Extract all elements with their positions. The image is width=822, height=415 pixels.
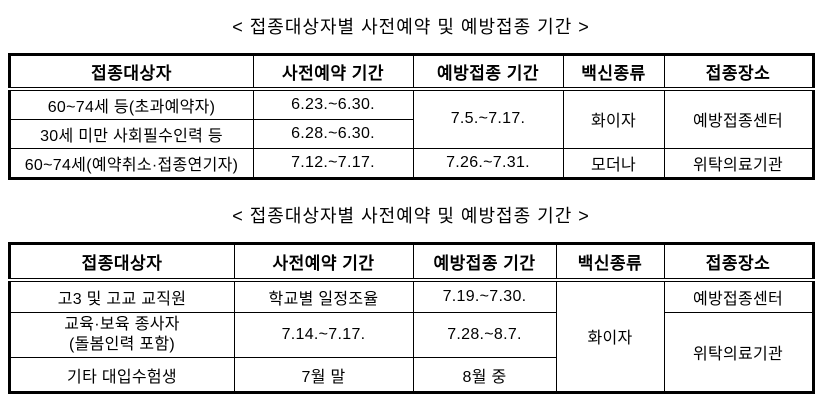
table2-header-row: 접종대상자 사전예약 기간 예방접종 기간 백신종류 접종장소 — [8, 243, 814, 282]
cell-reserve-period: 학교별 일정조율 — [233, 279, 414, 313]
cell-vaccination-period: 7.28.~8.7. — [412, 312, 557, 358]
table2-header-vaccine-type: 백신종류 — [555, 243, 665, 282]
cell-target: 30세 미만 사회필수인력 등 — [8, 119, 254, 149]
cell-reserve-period: 7.12.~7.17. — [252, 148, 414, 179]
cell-reserve-period: 7월 말 — [233, 357, 414, 393]
cell-place: 예방접종센터 — [663, 279, 814, 313]
table2-title: < 접종대상자별 사전예약 및 예방접종 기간 > — [232, 206, 590, 226]
table1-row-2: 30세 미만 사회필수인력 등 6.28.~6.30. — [8, 119, 813, 149]
section-upper: < 접종대상자별 사전예약 및 예방접종 기간 > 접종대상자 사전예약 기간 … — [0, 0, 822, 180]
cell-target-line2: (돌봄인력 포함) — [68, 336, 176, 353]
table2-vaccination-schedule: 접종대상자 사전예약 기간 예방접종 기간 백신종류 접종장소 고3 및 고교 … — [7, 242, 815, 394]
cell-vaccination-period: 8월 중 — [412, 357, 557, 393]
cell-reserve-period: 6.28.~6.30. — [252, 119, 414, 149]
table1-vaccination-schedule: 접종대상자 사전예약 기간 예방접종 기간 백신종류 접종장소 60~74세 등… — [7, 53, 815, 180]
cell-reserve-period: 7.14.~7.17. — [233, 312, 414, 358]
cell-vaccination-period-merged: 7.5.~7.17. — [412, 88, 564, 149]
table2-row-2: 교육·보육 종사자 (돌봄인력 포함) 7.14.~7.17. 7.28.~8.… — [8, 312, 814, 393]
table1-row-3: 60~74세(예약취소·접종연기자) 7.12.~7.17. 7.26.~7.3… — [8, 148, 814, 179]
table1-header-vaccine-type: 백신종류 — [562, 54, 665, 91]
table1-row-1: 60~74세 등(초과예약자) 6.23.~6.30. 7.5.~7.17. 화… — [8, 88, 814, 149]
table2-header-place: 접종장소 — [663, 243, 814, 282]
cell-place-merged: 위탁의료기관 — [663, 312, 814, 393]
cell-vaccination-period: 7.26.~7.31. — [412, 148, 564, 179]
table1-header-reserve-period: 사전예약 기간 — [252, 54, 414, 91]
cell-vaccination-period: 7.19.~7.30. — [412, 279, 557, 313]
cell-place: 위탁의료기관 — [663, 148, 814, 179]
cell-reserve-period: 6.23.~6.30. — [252, 88, 414, 120]
cell-target: 고3 및 고교 교직원 — [8, 279, 235, 313]
table2-row-1: 고3 및 고교 교직원 학교별 일정조율 7.19.~7.30. 화이자 예방접… — [8, 279, 814, 393]
cell-target: 60~74세 등(초과예약자) — [8, 88, 254, 120]
table2-row-3: 기타 대입수험생 7월 말 8월 중 — [8, 357, 813, 393]
table2-header-vaccination-period: 예방접종 기간 — [412, 243, 557, 282]
table2-header-target: 접종대상자 — [8, 243, 235, 282]
cell-vaccine: 모더나 — [562, 148, 665, 179]
table1-header-target: 접종대상자 — [8, 54, 254, 91]
table1-header-place: 접종장소 — [663, 54, 814, 91]
table2-header-reserve-period: 사전예약 기간 — [233, 243, 414, 282]
cell-place-merged: 예방접종센터 — [663, 88, 814, 149]
table1-title: < 접종대상자별 사전예약 및 예방접종 기간 > — [232, 17, 590, 37]
cell-vaccine-merged: 화이자 — [555, 279, 665, 393]
cell-target: 기타 대입수험생 — [8, 357, 235, 393]
cell-vaccine-merged: 화이자 — [562, 88, 665, 149]
cell-target-line1: 교육·보육 종사자 — [64, 316, 180, 333]
cell-target: 60~74세(예약취소·접종연기자) — [8, 148, 254, 179]
table1-header-vaccination-period: 예방접종 기간 — [412, 54, 564, 91]
cell-target: 교육·보육 종사자 (돌봄인력 포함) — [8, 312, 235, 358]
table1-header-row: 접종대상자 사전예약 기간 예방접종 기간 백신종류 접종장소 — [8, 54, 814, 91]
section-lower: < 접종대상자별 사전예약 및 예방접종 기간 > 접종대상자 사전예약 기간 … — [0, 180, 822, 394]
